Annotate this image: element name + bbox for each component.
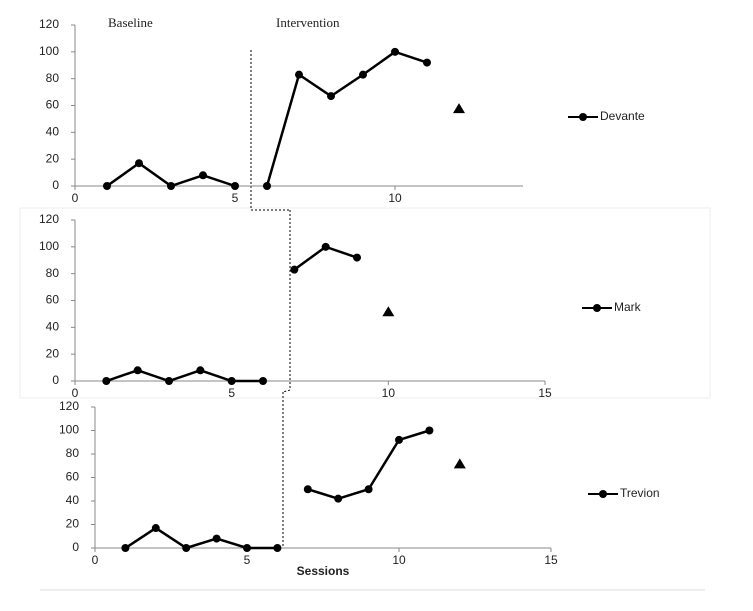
data-point bbox=[391, 47, 399, 56]
y-tick-label: 80 bbox=[46, 71, 60, 85]
followup-point bbox=[382, 306, 395, 317]
data-point bbox=[327, 92, 335, 101]
y-tick-label: 20 bbox=[46, 346, 60, 360]
data-point bbox=[290, 265, 299, 274]
data-point bbox=[359, 70, 367, 79]
data-point bbox=[133, 366, 142, 375]
data-point bbox=[364, 485, 373, 494]
y-tick-label: 40 bbox=[46, 125, 60, 139]
data-point bbox=[395, 435, 403, 444]
y-tick-label: 0 bbox=[52, 373, 59, 387]
data-point bbox=[423, 58, 431, 67]
data-point bbox=[231, 182, 239, 190]
y-tick-label: 120 bbox=[59, 399, 79, 413]
x-tick-label: 10 bbox=[392, 553, 406, 567]
legend-marker bbox=[579, 113, 587, 121]
x-axis-title: Sessions bbox=[297, 564, 350, 578]
data-point bbox=[135, 159, 143, 168]
data-point bbox=[227, 377, 236, 385]
data-line bbox=[124, 526, 278, 550]
x-tick-label: 10 bbox=[382, 386, 396, 400]
data-point bbox=[199, 171, 207, 180]
data-point bbox=[303, 485, 312, 494]
y-tick-label: 20 bbox=[66, 517, 80, 531]
y-tick-label: 100 bbox=[59, 423, 79, 437]
data-point bbox=[102, 377, 111, 385]
y-tick-label: 100 bbox=[39, 44, 59, 58]
data-point bbox=[243, 544, 251, 552]
followup-point bbox=[453, 458, 466, 469]
x-tick-label: 5 bbox=[244, 553, 251, 567]
y-tick-label: 80 bbox=[46, 266, 60, 280]
data-point bbox=[167, 182, 175, 190]
y-tick-label: 0 bbox=[52, 178, 59, 192]
x-tick-label: 15 bbox=[544, 553, 558, 567]
panel-frame bbox=[19, 207, 711, 399]
data-point bbox=[196, 366, 205, 375]
data-point bbox=[165, 377, 173, 385]
y-tick-label: 60 bbox=[46, 293, 60, 307]
legend-marker bbox=[599, 490, 607, 498]
legend-label: Mark bbox=[614, 300, 642, 314]
data-point bbox=[103, 182, 111, 190]
data-point bbox=[321, 242, 330, 251]
data-point bbox=[353, 253, 361, 262]
y-tick-label: 120 bbox=[39, 212, 59, 226]
phase-change-line bbox=[250, 50, 291, 548]
y-tick-label: 100 bbox=[39, 239, 59, 253]
y-tick-label: 40 bbox=[46, 320, 60, 334]
y-tick-label: 120 bbox=[39, 17, 59, 31]
y-tick-label: 80 bbox=[66, 446, 80, 460]
data-line bbox=[105, 368, 263, 383]
data-point bbox=[295, 70, 303, 79]
x-tick-label: 10 bbox=[388, 191, 402, 205]
data-point bbox=[273, 544, 282, 552]
data-point bbox=[263, 182, 271, 190]
legend-marker bbox=[593, 304, 601, 312]
data-line bbox=[265, 50, 428, 187]
data-point bbox=[334, 494, 343, 503]
x-tick-label: 5 bbox=[228, 386, 235, 400]
data-point bbox=[182, 544, 191, 552]
y-tick-label: 60 bbox=[66, 470, 80, 484]
data-point bbox=[259, 377, 267, 385]
x-tick-label: 5 bbox=[232, 191, 239, 205]
y-tick-label: 60 bbox=[46, 98, 60, 112]
x-tick-label: 0 bbox=[72, 191, 79, 205]
followup-point bbox=[453, 103, 465, 114]
data-point bbox=[425, 426, 434, 435]
data-point bbox=[121, 544, 130, 552]
x-tick-label: 0 bbox=[72, 386, 79, 400]
x-tick-label: 15 bbox=[538, 386, 552, 400]
data-point bbox=[212, 534, 221, 543]
x-tick-label: 0 bbox=[92, 553, 99, 567]
legend-label: Trevion bbox=[620, 486, 660, 500]
phase-label: Intervention bbox=[276, 15, 340, 30]
y-tick-label: 0 bbox=[72, 540, 79, 554]
phase-label: Baseline bbox=[108, 15, 153, 30]
y-tick-label: 20 bbox=[46, 151, 60, 165]
y-tick-label: 40 bbox=[66, 493, 80, 507]
legend-label: Devante bbox=[600, 109, 645, 123]
data-point bbox=[151, 524, 160, 533]
